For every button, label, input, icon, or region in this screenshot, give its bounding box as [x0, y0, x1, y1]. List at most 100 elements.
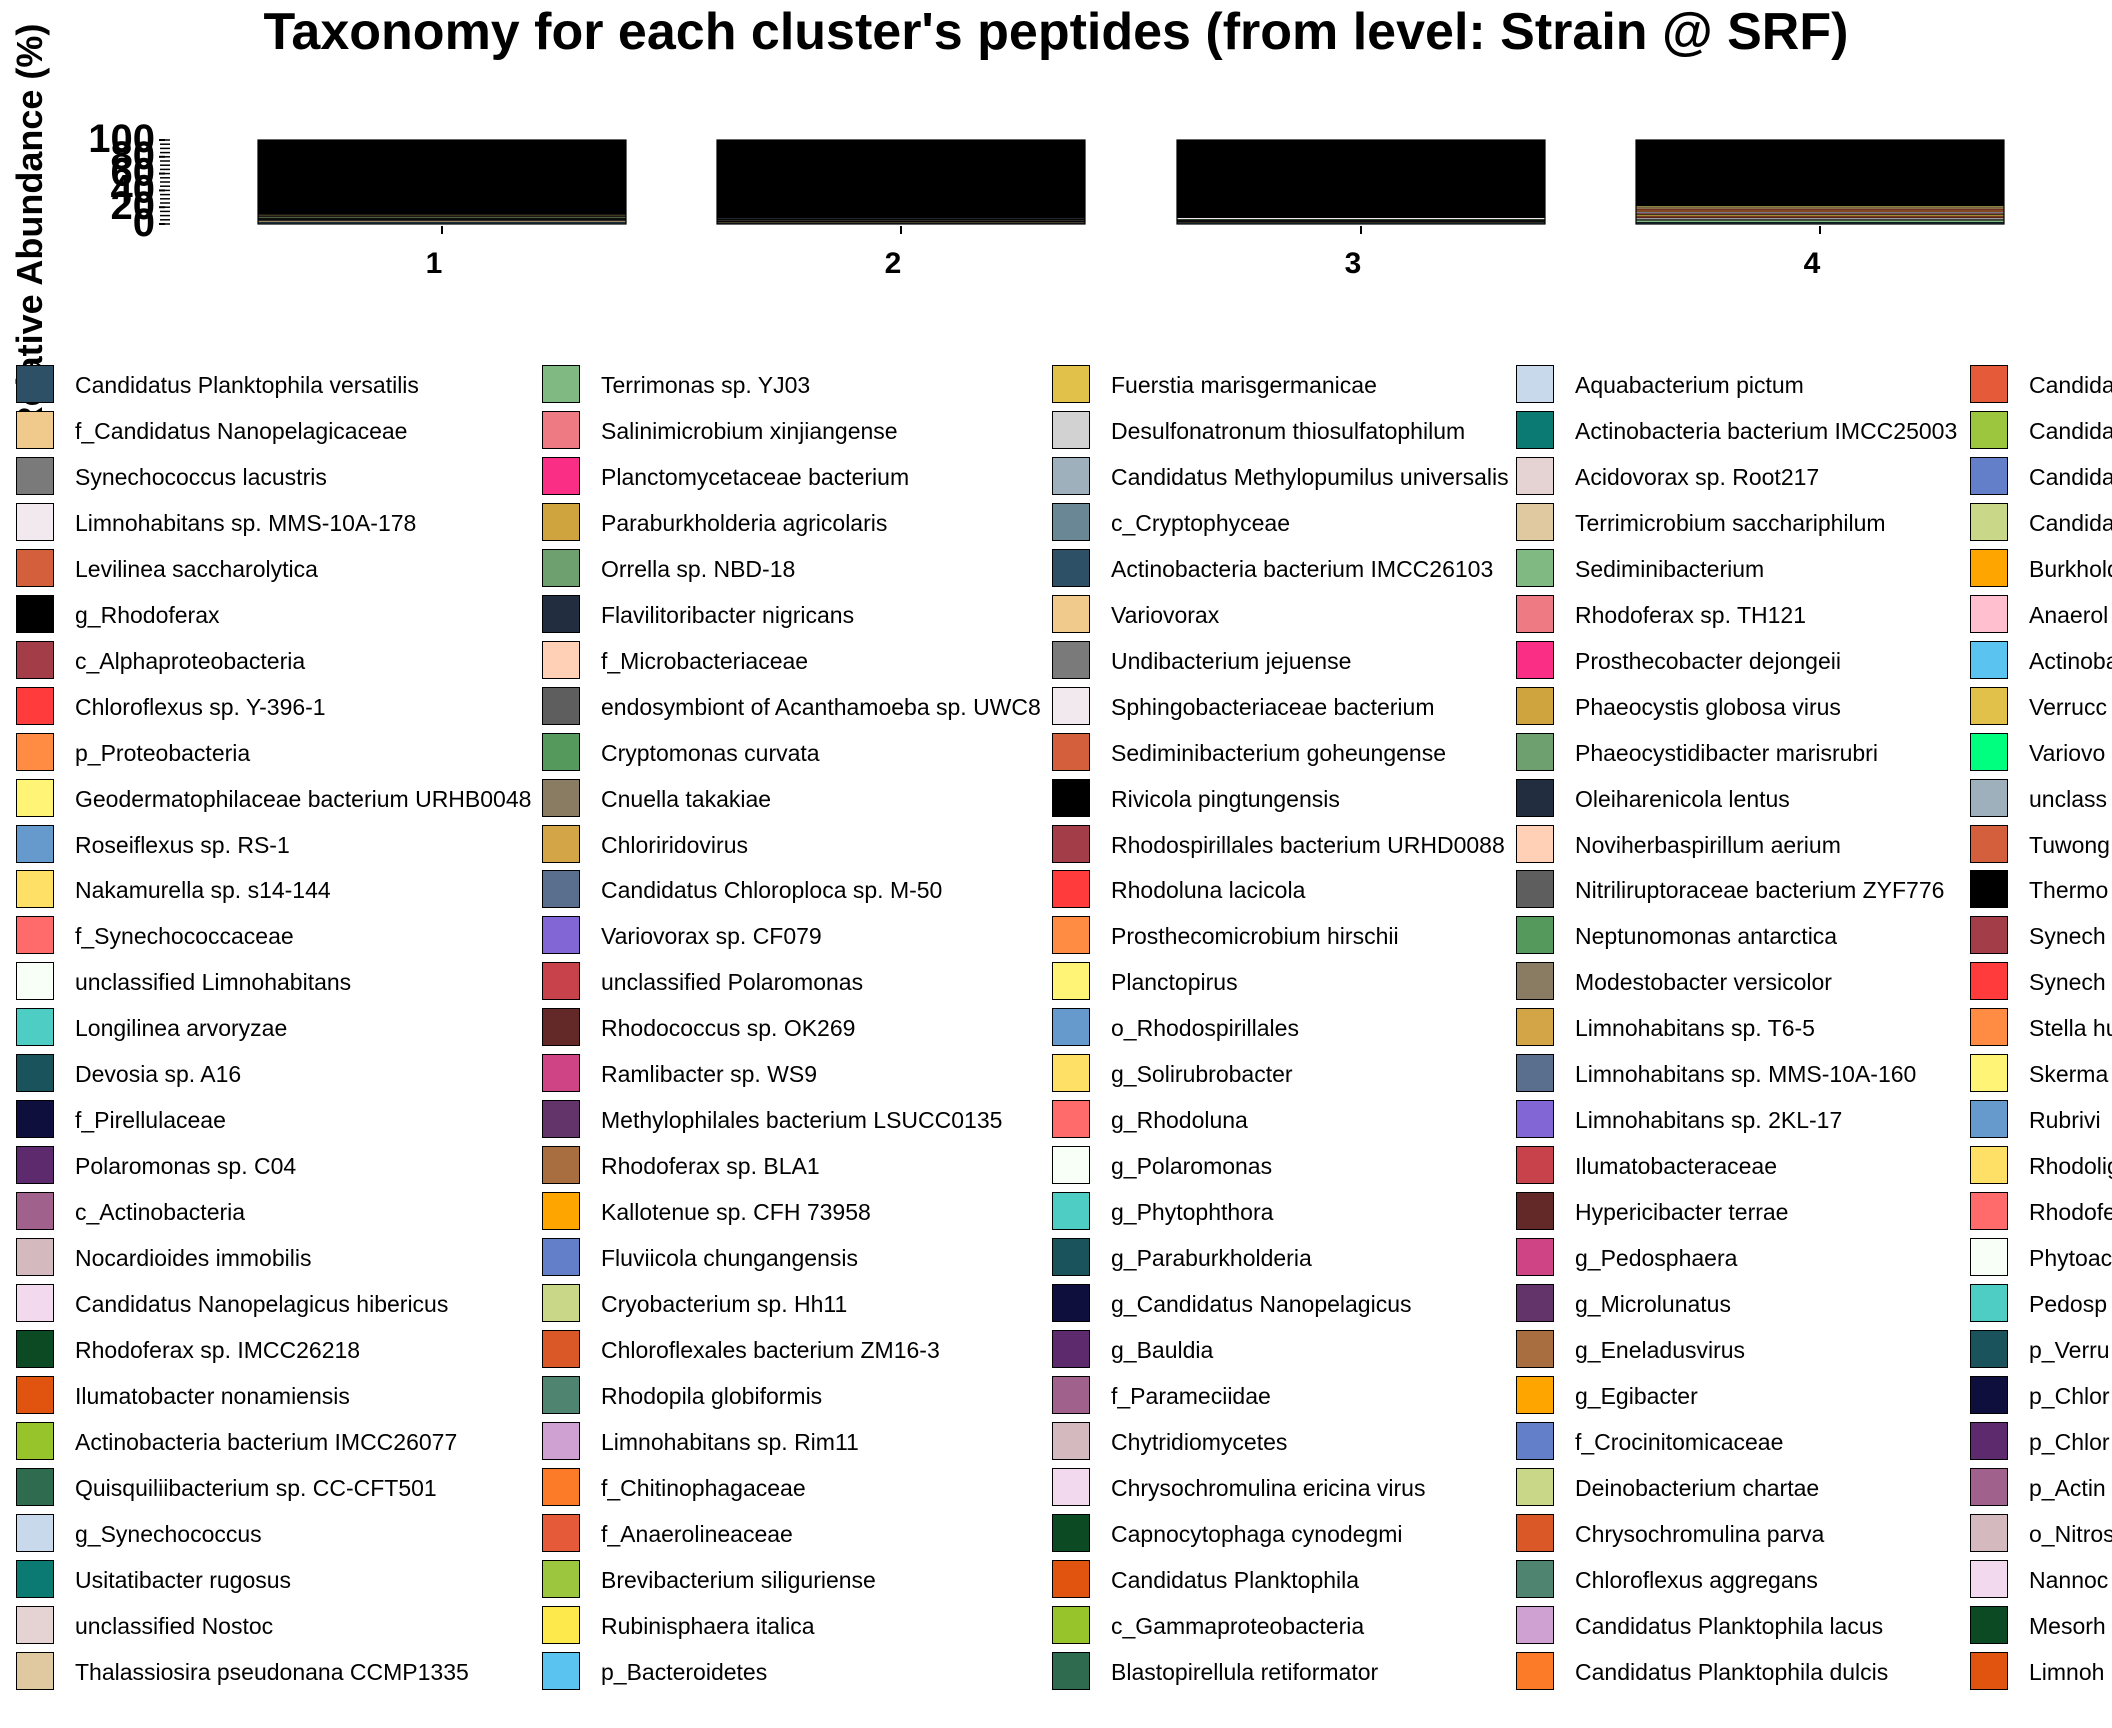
legend-item: Fuerstia marisgermanicae — [1052, 362, 1752, 408]
y-tick-label: 0 — [133, 201, 155, 245]
legend-item: Rubinisphaera italica — [542, 1603, 1242, 1649]
legend-item: Phaeocystis globosa virus — [1516, 684, 2112, 730]
legend-label: Devosia sp. A16 — [75, 1061, 242, 1088]
legend-item: Candida — [1970, 362, 2112, 408]
legend-item: g_Paraburkholderia — [1052, 1235, 1752, 1281]
legend-item: g_Phytophthora — [1052, 1189, 1752, 1235]
legend-label: c_Alphaproteobacteria — [75, 647, 306, 674]
legend-label: Chloriridovirus — [601, 831, 748, 858]
legend-swatch — [1970, 1146, 2008, 1185]
legend-swatch — [1970, 824, 2008, 863]
legend-swatch — [1052, 548, 1090, 587]
legend-swatch — [1516, 1146, 1554, 1185]
legend-label: Ramlibacter sp. WS9 — [601, 1061, 818, 1088]
legend-label: g_Phytophthora — [1111, 1199, 1274, 1226]
legend-label: Chloroflexus aggregans — [1575, 1566, 1818, 1593]
legend-swatch — [542, 1284, 580, 1322]
legend-item: Prosthecobacter dejongeii — [1516, 638, 2112, 684]
legend-label: c_Cryptophyceae — [1111, 509, 1290, 536]
legend-label: Actinoba — [2029, 647, 2112, 674]
legend-swatch — [1516, 1605, 1554, 1644]
legend-swatch — [16, 1100, 54, 1139]
legend-label: Oleiharenicola lentus — [1575, 785, 1790, 812]
legend-item: c_Actinobacteria — [16, 1189, 716, 1235]
legend-swatch — [1516, 778, 1554, 817]
legend-label: Nitriliruptoraceae bacterium ZYF776 — [1575, 877, 1945, 904]
legend-label: Rubrivi — [2029, 1107, 2101, 1134]
legend-swatch — [542, 1651, 580, 1690]
legend-item: Limnohabitans sp. MMS-10A-178 — [16, 500, 716, 546]
legend-label: Rubinisphaera italica — [601, 1612, 815, 1639]
legend-label: unclass — [2029, 785, 2107, 812]
legend-item: Rhodolig — [1970, 1143, 2112, 1189]
legend-label: Variovo — [2029, 739, 2106, 766]
legend-item: f_Parameciidae — [1052, 1373, 1752, 1419]
legend-item: f_Chitinophagaceae — [542, 1465, 1242, 1511]
legend-swatch — [1970, 1008, 2008, 1047]
legend-item: Terrimicrobium sacchariphilum — [1516, 500, 2112, 546]
legend-swatch — [16, 1421, 54, 1460]
legend-swatch — [1052, 962, 1090, 1001]
legend-swatch — [1516, 1008, 1554, 1047]
legend-label: g_Microlunatus — [1575, 1291, 1731, 1317]
legend-swatch — [1052, 1192, 1090, 1231]
legend-swatch — [1052, 365, 1090, 403]
legend-item: Synech — [1970, 959, 2112, 1005]
legend-item: Ilumatobacteraceae — [1516, 1143, 2112, 1189]
legend-label: f_Parameciidae — [1111, 1382, 1271, 1409]
legend-label: Rhodoferax sp. TH121 — [1575, 601, 1806, 628]
legend-swatch — [1970, 1559, 2008, 1598]
legend-swatch — [1516, 1375, 1554, 1414]
legend-swatch — [1970, 1329, 2008, 1368]
legend-label: Chloroflexales bacterium ZM16-3 — [601, 1336, 940, 1363]
legend-label: unclassified Limnohabitans — [75, 969, 352, 996]
legend-label: Chloroflexus sp. Y-396-1 — [75, 693, 326, 720]
legend-label: Limnohabitans sp. Rim11 — [601, 1428, 859, 1455]
legend-label: Cnuella takakiae — [601, 785, 772, 812]
legend-label: Actinobacteria bacterium IMCC25003 — [1575, 417, 1958, 444]
legend-label: Synech — [2029, 969, 2106, 996]
legend-swatch — [16, 686, 54, 725]
legend-swatch — [542, 502, 580, 541]
legend-swatch — [1516, 1054, 1554, 1093]
y-tick-label: 100 — [88, 117, 155, 161]
legend-item: Quisquiliibacterium sp. CC-CFT501 — [16, 1465, 716, 1511]
legend-swatch — [1970, 1651, 2008, 1690]
legend-label: Chytridiomycetes — [1111, 1428, 1288, 1455]
legend-item: Cryptomonas curvata — [542, 730, 1242, 776]
legend-item: Salinimicrobium xinjiangense — [542, 408, 1242, 454]
legend-label: Sediminibacterium — [1575, 555, 1765, 582]
legend-swatch — [1970, 916, 2008, 955]
legend-item: Anaerol — [1970, 592, 2112, 638]
legend-item: Variovorax — [1052, 592, 1752, 638]
legend-item: Candidatus Methylopumilus universalis — [1052, 454, 1752, 500]
legend-item: Chrysochromulina ericina virus — [1052, 1465, 1752, 1511]
legend-swatch — [16, 1375, 54, 1414]
legend-label: Orrella sp. NBD-18 — [601, 555, 796, 582]
legend-item: f_Pirellulaceae — [16, 1097, 716, 1143]
legend-label: Phaeocystidibacter marisrubri — [1575, 739, 1878, 766]
legend-swatch — [1052, 1146, 1090, 1185]
legend-label: Rivicola pingtungensis — [1111, 785, 1340, 812]
legend-label: Ilumatobacter nonamiensis — [75, 1382, 350, 1409]
legend-label: Mesorh — [2029, 1612, 2106, 1639]
legend-swatch — [16, 456, 54, 495]
legend-swatch — [1970, 686, 2008, 725]
legend-swatch — [542, 640, 580, 679]
legend-swatch — [1516, 548, 1554, 587]
legend-swatch — [1052, 686, 1090, 725]
legend-swatch — [542, 410, 580, 449]
legend-swatch — [1970, 1375, 2008, 1414]
legend-swatch — [16, 1513, 54, 1552]
legend-label: g_Eneladusvirus — [1575, 1336, 1746, 1363]
legend-swatch — [1052, 1054, 1090, 1093]
legend-swatch — [1970, 365, 2008, 403]
legend-swatch — [1052, 1467, 1090, 1506]
legend-swatch — [1052, 870, 1090, 909]
legend-item: Terrimonas sp. YJ03 — [542, 362, 1242, 408]
legend-item: Burkhold — [1970, 546, 2112, 592]
legend-label: Flavilitoribacter nigricans — [601, 601, 855, 628]
legend-label: Rhodoferax sp. BLA1 — [601, 1153, 820, 1180]
legend-swatch — [1052, 732, 1090, 771]
